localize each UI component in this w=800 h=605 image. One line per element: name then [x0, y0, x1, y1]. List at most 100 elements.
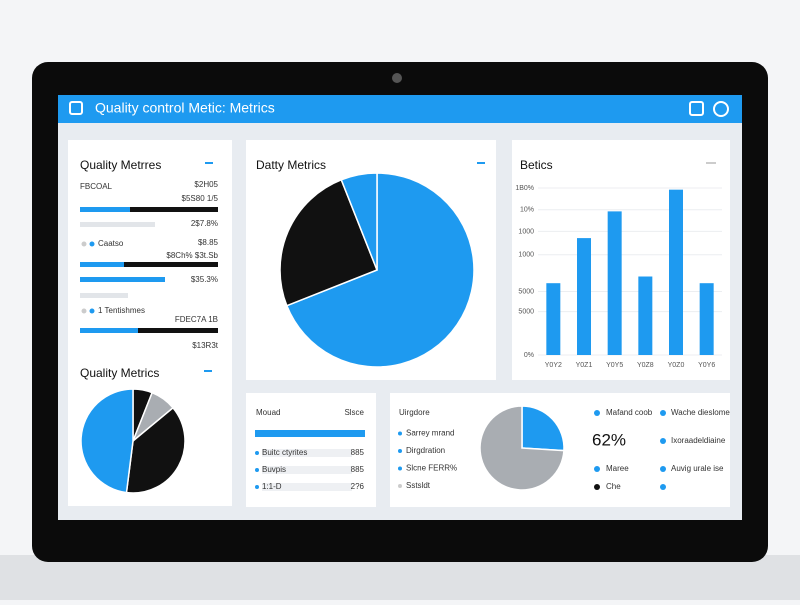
legend-dot	[594, 466, 600, 472]
x-tick-label: Y0Z1	[576, 362, 593, 369]
dot	[81, 241, 87, 247]
icon-button[interactable]	[689, 101, 704, 116]
y-tick-label: 1000	[518, 228, 534, 235]
y-tick-label: 5000	[518, 308, 534, 315]
list-item: Uirgdore	[399, 408, 430, 417]
kpi: 62%	[592, 430, 626, 449]
y-tick-label: 10%	[520, 207, 534, 214]
progress	[124, 262, 218, 267]
y-tick-label: 5000	[518, 288, 534, 295]
row-bg	[262, 466, 352, 474]
row-value: 2?6	[351, 482, 365, 491]
progress	[138, 328, 218, 333]
dot	[660, 438, 666, 444]
value: 2$7.8%	[191, 219, 218, 228]
label: 1 Tentishmes	[98, 306, 145, 315]
legend-dot	[594, 410, 600, 416]
bar	[638, 276, 653, 355]
pie-slice	[279, 178, 378, 307]
panel-title: Datty Metrics	[256, 158, 326, 172]
row-label: Buvpis	[262, 465, 286, 474]
dot	[398, 449, 402, 453]
progress	[255, 430, 365, 437]
x-tick-label: Y0Y2	[545, 362, 562, 369]
pie-slice	[125, 406, 186, 494]
progress	[80, 222, 155, 227]
value: $13R3t	[192, 341, 219, 350]
dot	[255, 451, 259, 455]
value: $2H05	[194, 180, 218, 189]
row-value: 885	[351, 465, 365, 474]
list-item: Sstsldt	[406, 481, 431, 490]
dot	[89, 241, 95, 247]
progress	[80, 293, 128, 298]
dot	[398, 484, 402, 488]
x-tick-label: Y0Z0	[668, 362, 685, 369]
dot	[660, 466, 666, 472]
dot	[81, 308, 87, 314]
pie-slice	[479, 405, 565, 491]
header-bar	[58, 95, 742, 123]
pie-slice	[285, 172, 475, 368]
row-value: 885	[351, 448, 365, 457]
column-header: Mouad	[256, 408, 280, 417]
list-item: Auvig urale ise	[671, 464, 724, 473]
list-item: Dirgdration	[406, 446, 445, 455]
panel-title: Betics	[520, 158, 553, 172]
x-tick-label: Y0Y6	[698, 362, 715, 369]
x-tick-label: Y0Y5	[606, 362, 623, 369]
value: $5S80 1/5	[182, 194, 219, 203]
bar	[699, 283, 714, 355]
list-item: Sarrey mrand	[406, 429, 454, 438]
dot	[660, 410, 666, 416]
progress	[80, 207, 130, 212]
list-item: Ixoraadeldiaine	[671, 436, 726, 445]
progress	[130, 207, 218, 212]
value: $8Ch% $3t.Sb	[166, 251, 218, 260]
bar	[577, 238, 591, 355]
panel-title: Quality Metrres	[80, 158, 161, 172]
list-item: Slcne FERR%	[406, 464, 457, 473]
legend-label: Mafand coob	[606, 408, 653, 417]
progress	[80, 277, 165, 282]
row-bg	[262, 449, 352, 457]
camera	[392, 73, 402, 83]
panel-title: Quality Metrics	[80, 366, 159, 380]
dot	[255, 468, 259, 472]
desk	[0, 555, 800, 600]
progress	[80, 262, 124, 267]
legend-label: Maree	[606, 464, 629, 473]
bar	[546, 283, 561, 355]
legend-label: Che	[606, 482, 621, 491]
dot	[89, 308, 95, 314]
icon-button[interactable]	[713, 101, 729, 117]
dot	[398, 431, 402, 436]
label: FBCOAL	[80, 182, 113, 191]
pie-slice	[340, 172, 378, 271]
bar	[669, 189, 683, 355]
y-tick-label: 1B0%	[515, 185, 534, 192]
dot	[660, 484, 666, 490]
dot	[398, 466, 402, 471]
value: $8.85	[198, 238, 219, 247]
row-label: Buitc ctyrites	[262, 448, 307, 457]
row-label: 1:1-D	[262, 482, 282, 491]
value: FDEC7A 1B	[175, 315, 218, 324]
app-icon	[69, 101, 83, 115]
row-bg	[262, 483, 352, 491]
progress	[80, 328, 138, 333]
value: $35.3%	[191, 275, 218, 284]
legend-dot	[594, 484, 600, 490]
list-item: Wache dieslome	[671, 408, 730, 417]
column-header: Slsce	[344, 408, 364, 417]
x-tick-label: Y0Z8	[637, 362, 654, 369]
label: Caatso	[98, 239, 124, 248]
y-tick-label: 1000	[518, 252, 534, 259]
pie-slice	[80, 388, 134, 494]
dot	[255, 485, 259, 489]
header-title: Quality control Metic: Metrics	[95, 100, 275, 116]
y-tick-label: 0%	[524, 352, 534, 359]
bar	[607, 211, 622, 355]
pie-slice	[521, 405, 565, 452]
